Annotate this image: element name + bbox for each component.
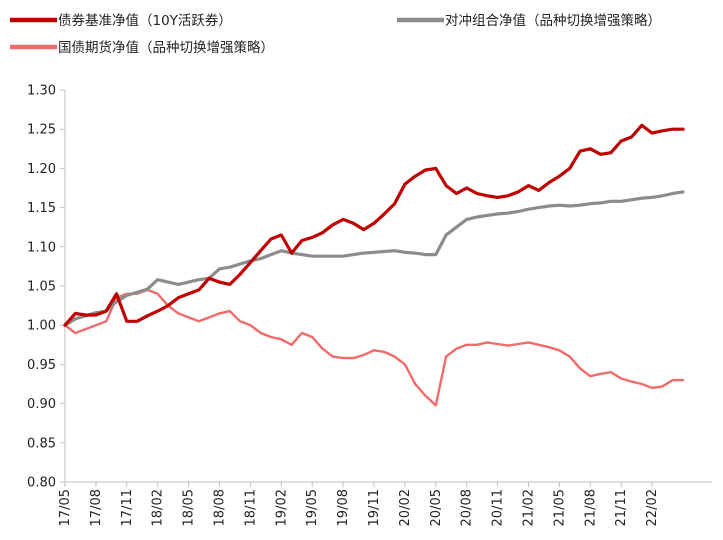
y-tick-label: 1.05: [27, 280, 56, 295]
y-tick-label: 0.95: [27, 358, 56, 373]
y-tick-label: 0.80: [27, 476, 56, 491]
x-tick-label: 20/11: [491, 489, 506, 526]
x-tick-label: 21/05: [552, 489, 567, 526]
y-tick-label: 1.15: [27, 201, 56, 216]
series-line-3: [63, 288, 685, 407]
y-tick-label: 1.20: [27, 162, 56, 177]
x-tick-label: 21/08: [583, 489, 598, 526]
legend-label-3: 国债期货净值（品种切换增强策略）: [58, 39, 274, 56]
legend-label-2: 对冲组合净值（品种切换增强策略）: [445, 12, 661, 29]
x-axis: 17/05 17/08 17/11 18/02 18/05 18/08 18/11 19/02…: [58, 481, 712, 526]
x-tick-label: 21/02: [522, 489, 537, 526]
y-tick-label: 1.00: [27, 319, 56, 334]
y-tick-label: 1.25: [27, 123, 56, 138]
y-axis: 1.30 1.25 1.20 1.15 1.10 1.05 1.00 0.95 0.90 0.85…: [27, 84, 66, 491]
x-tick-label: 17/05: [58, 489, 73, 526]
series-lines: [63, 123, 685, 407]
x-tick-label: 19/05: [305, 489, 320, 526]
x-tick-label: 19/11: [367, 489, 382, 526]
y-tick-label: 1.10: [27, 240, 56, 255]
x-tick-label: 17/08: [89, 489, 104, 526]
x-tick-label: 21/11: [614, 489, 629, 526]
x-tick-label: 17/11: [120, 489, 135, 526]
x-tick-label: 18/05: [182, 489, 197, 526]
x-tick-label: 20/05: [429, 489, 444, 526]
x-tick-label: 22/02: [645, 489, 660, 526]
y-tick-label: 0.90: [27, 397, 56, 412]
y-tick-label: 1.30: [27, 84, 56, 99]
legend-label-1: 债券基准净值（10Y活跃券）: [58, 12, 232, 29]
legend: 债券基准净值（10Y活跃券） 对冲组合净值（品种切换增强策略） 国债期货净值（品种切…: [10, 12, 661, 56]
series-line-1: [63, 123, 685, 327]
x-tick-label: 18/11: [243, 489, 258, 526]
y-tick-label: 0.85: [27, 436, 56, 451]
x-tick-label: 19/08: [336, 489, 351, 526]
x-tick-label: 18/02: [151, 489, 166, 526]
x-tick-label: 18/08: [213, 489, 228, 526]
series-line-2: [63, 190, 685, 327]
x-tick-label: 20/02: [398, 489, 413, 526]
x-tick-label: 20/08: [460, 489, 475, 526]
x-tick-label: 19/02: [274, 489, 289, 526]
